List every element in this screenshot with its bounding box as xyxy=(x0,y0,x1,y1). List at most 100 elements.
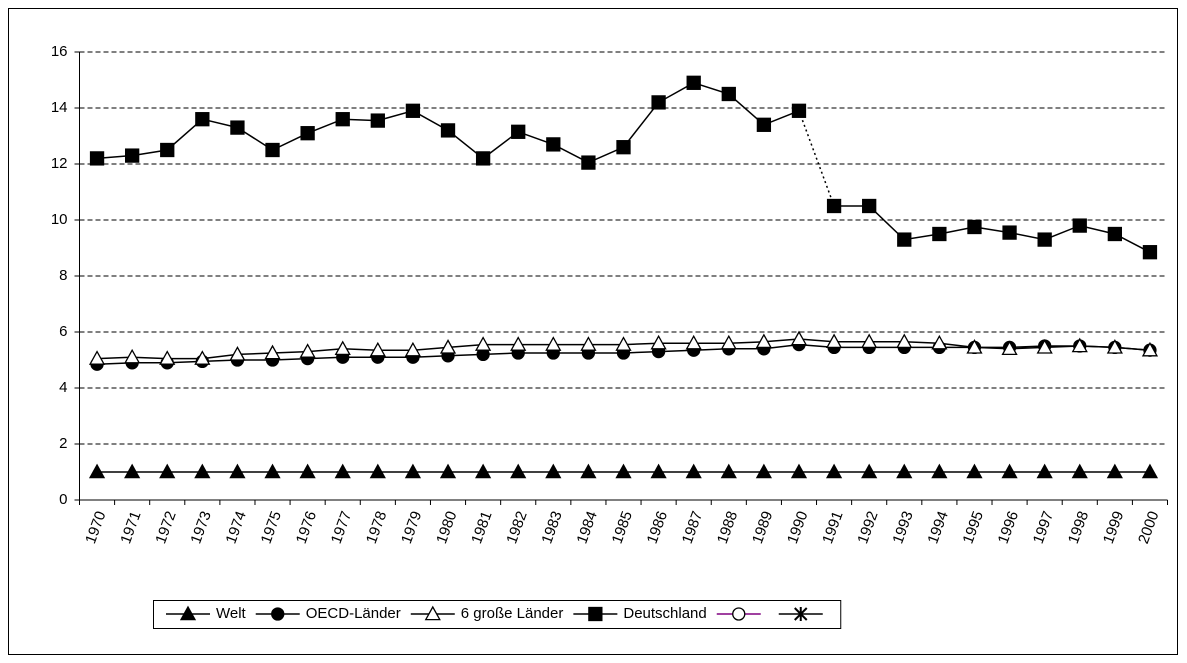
legend-label: 6 große Länder xyxy=(461,605,564,622)
data-point xyxy=(931,463,948,479)
data-point xyxy=(1037,232,1052,247)
data-point xyxy=(1106,339,1123,354)
data-point xyxy=(896,463,913,479)
data-point xyxy=(195,112,210,127)
data-point xyxy=(194,350,211,365)
data-point xyxy=(370,113,385,128)
data-point xyxy=(229,463,246,479)
data-point xyxy=(475,463,492,479)
data-point xyxy=(1141,463,1159,479)
y-tick-label: 4 xyxy=(59,379,67,396)
data-point xyxy=(650,334,667,350)
data-point xyxy=(966,339,983,354)
legend-label: Welt xyxy=(216,605,247,622)
data-point xyxy=(755,463,772,479)
y-tick-label: 6 xyxy=(59,323,67,340)
data-point xyxy=(405,103,421,118)
data-point xyxy=(511,124,526,139)
data-point xyxy=(755,333,772,349)
data-point xyxy=(300,126,315,141)
data-point xyxy=(1106,463,1123,479)
data-point xyxy=(790,330,808,346)
data-point xyxy=(159,350,176,365)
data-point xyxy=(685,463,702,479)
data-point xyxy=(616,140,631,155)
data-point xyxy=(475,151,491,166)
data-point xyxy=(334,340,351,356)
data-point xyxy=(1001,463,1018,479)
data-point xyxy=(475,336,492,351)
y-tick-label: 0 xyxy=(59,491,67,508)
data-point xyxy=(510,336,527,351)
data-point xyxy=(404,341,422,357)
data-point xyxy=(369,341,386,357)
data-point xyxy=(546,137,561,152)
data-point xyxy=(124,348,141,364)
data-point xyxy=(334,463,351,479)
data-point xyxy=(1107,226,1123,242)
data-point xyxy=(299,343,316,358)
legend-marker xyxy=(794,607,808,621)
data-point xyxy=(720,334,737,350)
data-point xyxy=(545,336,562,351)
data-point xyxy=(721,86,736,102)
data-point xyxy=(264,463,281,479)
data-point xyxy=(826,198,842,214)
data-point xyxy=(686,75,701,90)
data-point xyxy=(1002,225,1017,240)
data-point xyxy=(510,463,527,479)
data-point xyxy=(124,148,140,163)
data-point xyxy=(1036,339,1053,354)
data-point xyxy=(720,463,737,479)
data-point xyxy=(1141,341,1159,357)
data-point xyxy=(1001,340,1018,356)
data-point xyxy=(1036,463,1053,479)
data-point xyxy=(1071,337,1088,353)
data-point xyxy=(335,112,350,127)
data-point xyxy=(265,142,280,158)
data-point xyxy=(160,142,175,158)
legend-marker xyxy=(588,606,603,622)
data-point xyxy=(861,463,878,479)
data-point xyxy=(615,463,632,479)
data-point xyxy=(825,333,843,349)
data-point xyxy=(404,463,422,479)
legend: Welt OECD-Länder 6 große Länder Deutschland xyxy=(153,600,842,629)
data-point xyxy=(439,339,457,354)
data-point xyxy=(966,463,983,479)
data-point xyxy=(545,463,562,479)
data-point xyxy=(299,463,316,479)
data-point xyxy=(825,463,843,479)
data-point xyxy=(369,463,386,479)
legend-marker xyxy=(424,605,441,621)
data-point xyxy=(615,336,632,351)
y-tick-label: 2 xyxy=(59,435,67,452)
data-point xyxy=(861,333,878,349)
legend-marker xyxy=(271,607,285,621)
data-point xyxy=(440,123,456,138)
data-point xyxy=(229,346,246,361)
data-point xyxy=(1072,218,1087,233)
data-point xyxy=(89,151,105,166)
data-point xyxy=(194,463,211,479)
y-tick-label: 8 xyxy=(59,267,67,284)
data-point xyxy=(791,103,807,118)
data-point xyxy=(580,336,597,351)
data-point xyxy=(650,463,667,479)
data-point xyxy=(230,120,245,135)
y-tick-label: 16 xyxy=(51,43,68,60)
data-point xyxy=(581,155,596,170)
y-tick-label: 10 xyxy=(51,211,68,228)
data-point xyxy=(756,117,772,132)
data-point xyxy=(88,350,106,365)
data-point xyxy=(967,219,982,235)
data-point xyxy=(651,95,666,110)
data-point xyxy=(932,226,947,242)
data-point xyxy=(1142,245,1158,260)
data-point xyxy=(862,198,877,214)
series-connector xyxy=(798,110,835,207)
data-point xyxy=(580,463,597,479)
data-point xyxy=(439,463,457,479)
legend-label: Deutschland xyxy=(623,605,706,622)
